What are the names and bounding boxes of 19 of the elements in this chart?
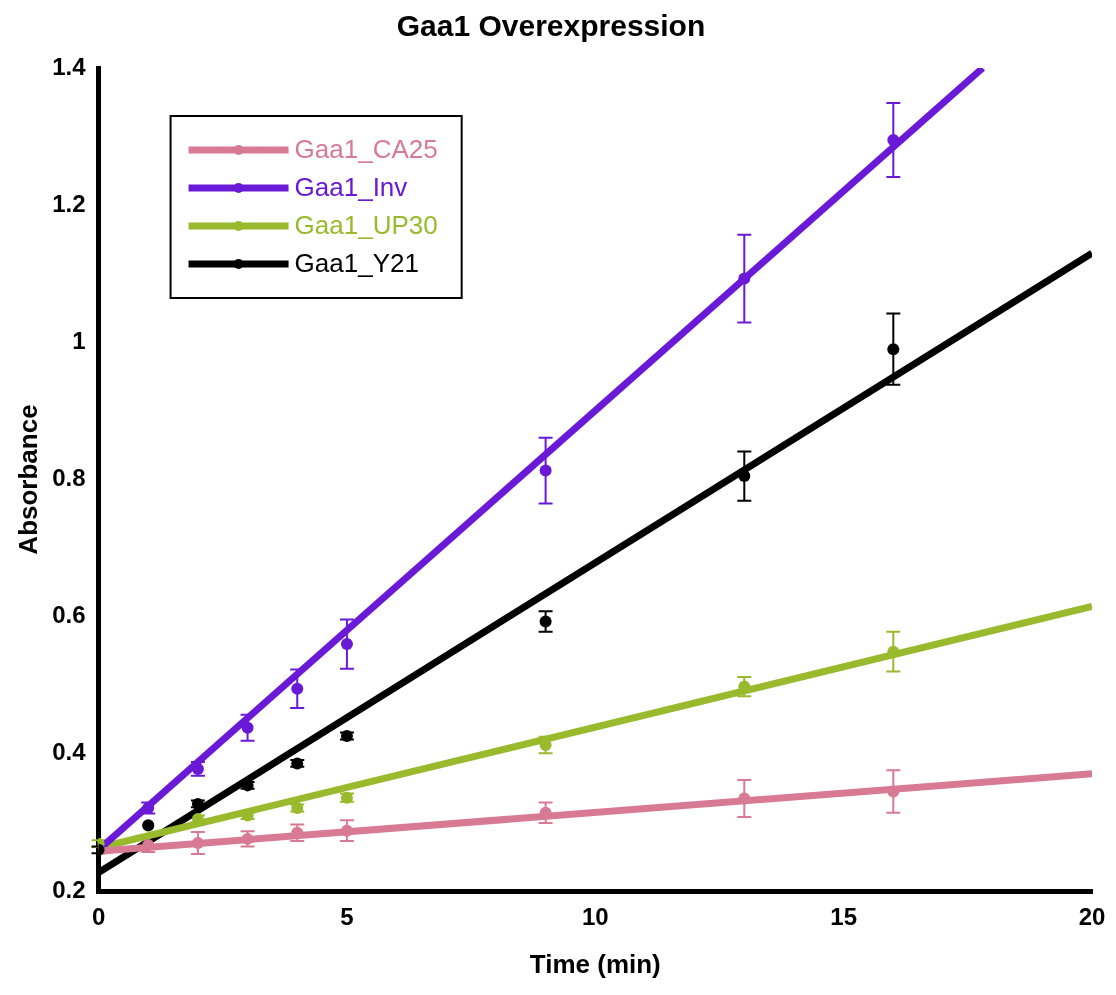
x-tick-label: 15 (830, 903, 857, 931)
x-tick-label: 0 (91, 903, 106, 931)
y-tick-label: 0.6 (52, 601, 86, 629)
x-tick-label: 5 (340, 903, 354, 931)
legend-label: Gaa1_Inv (294, 172, 408, 203)
y-tick-label: 1.2 (52, 189, 86, 217)
y-tick-label: 0.2 (52, 875, 86, 903)
x-axis-title: Time (min) (529, 948, 661, 979)
y-tick-label: 1 (72, 326, 86, 354)
legend-label: Gaa1_CA25 (294, 134, 438, 165)
x-tick-label: 10 (581, 903, 609, 931)
y-tick-label: 1.4 (52, 52, 87, 80)
chart-title: Gaa1 Overexpression (396, 9, 706, 43)
x-tick-label: 20 (1078, 903, 1106, 931)
y-tick-label: 0.8 (52, 464, 86, 492)
y-axis-title: Absorbance (12, 404, 43, 555)
legend-label: Gaa1_Y21 (294, 248, 419, 279)
legend-label: Gaa1_UP30 (294, 210, 438, 241)
y-tick-label: 0.4 (52, 738, 87, 766)
